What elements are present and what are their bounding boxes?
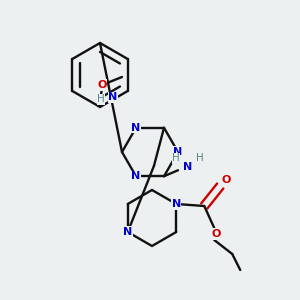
Text: N: N [183,162,193,172]
Text: N: N [131,123,141,133]
Text: H: H [172,153,180,163]
Text: O: O [212,229,221,239]
Text: H: H [196,153,204,163]
Text: O: O [97,80,107,90]
Text: N: N [173,147,183,157]
Text: N: N [131,171,141,181]
Text: N: N [123,227,132,237]
Text: N: N [108,92,118,103]
Text: H: H [97,94,105,104]
Text: O: O [222,175,231,185]
Text: N: N [172,199,181,209]
